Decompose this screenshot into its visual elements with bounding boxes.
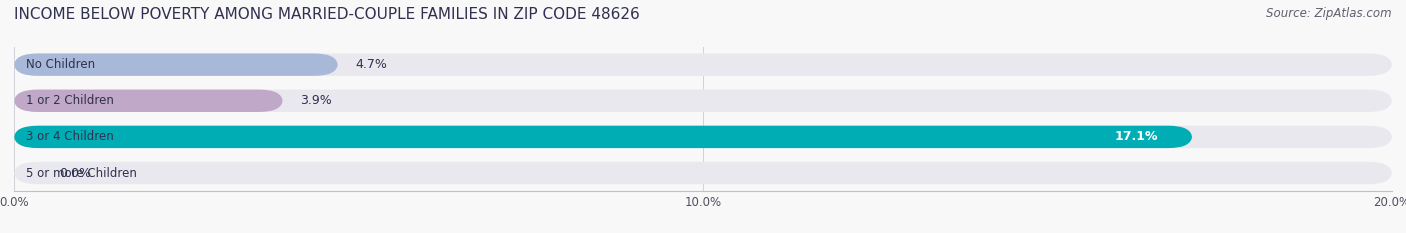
FancyBboxPatch shape (14, 162, 1392, 184)
Text: INCOME BELOW POVERTY AMONG MARRIED-COUPLE FAMILIES IN ZIP CODE 48626: INCOME BELOW POVERTY AMONG MARRIED-COUPL… (14, 7, 640, 22)
FancyBboxPatch shape (14, 126, 1192, 148)
Text: Source: ZipAtlas.com: Source: ZipAtlas.com (1267, 7, 1392, 20)
Text: 0.0%: 0.0% (59, 167, 91, 179)
FancyBboxPatch shape (14, 53, 337, 76)
Text: No Children: No Children (27, 58, 96, 71)
Text: 3 or 4 Children: 3 or 4 Children (27, 130, 114, 143)
Text: 5 or more Children: 5 or more Children (27, 167, 138, 179)
FancyBboxPatch shape (14, 126, 1392, 148)
Text: 1 or 2 Children: 1 or 2 Children (27, 94, 114, 107)
Text: 4.7%: 4.7% (356, 58, 387, 71)
FancyBboxPatch shape (14, 89, 283, 112)
FancyBboxPatch shape (14, 89, 1392, 112)
FancyBboxPatch shape (14, 53, 1392, 76)
Text: 3.9%: 3.9% (299, 94, 332, 107)
Text: 17.1%: 17.1% (1114, 130, 1157, 143)
